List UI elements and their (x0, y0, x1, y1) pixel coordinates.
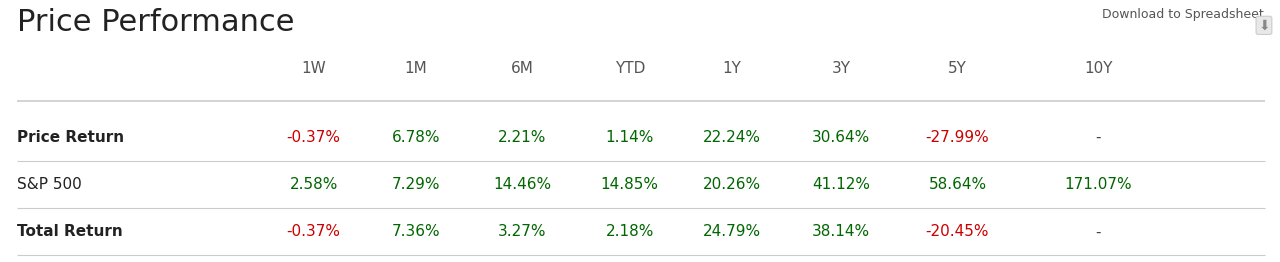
Text: -0.37%: -0.37% (287, 130, 340, 145)
Text: 10Y: 10Y (1084, 61, 1112, 76)
Text: 30.64%: 30.64% (812, 130, 870, 145)
Text: 6.78%: 6.78% (392, 130, 440, 145)
Text: -0.37%: -0.37% (287, 224, 340, 239)
Text: 58.64%: 58.64% (928, 177, 987, 192)
Text: S&P 500: S&P 500 (17, 177, 82, 192)
Text: 5Y: 5Y (948, 61, 966, 76)
Text: 1.14%: 1.14% (605, 130, 654, 145)
Text: 14.85%: 14.85% (600, 177, 659, 192)
Text: 6M: 6M (511, 61, 534, 76)
Text: Total Return: Total Return (17, 224, 123, 239)
Text: YTD: YTD (614, 61, 645, 76)
Text: 24.79%: 24.79% (703, 224, 762, 239)
Text: 14.46%: 14.46% (493, 177, 552, 192)
Text: 2.58%: 2.58% (289, 177, 338, 192)
Text: 7.29%: 7.29% (392, 177, 440, 192)
Text: Download to Spreadsheet: Download to Spreadsheet (1102, 8, 1263, 21)
Text: Price Return: Price Return (17, 130, 124, 145)
Text: -27.99%: -27.99% (925, 130, 989, 145)
Text: -: - (1096, 130, 1101, 145)
Text: 1W: 1W (301, 61, 326, 76)
Text: 2.18%: 2.18% (605, 224, 654, 239)
Text: 3Y: 3Y (832, 61, 850, 76)
Text: 38.14%: 38.14% (812, 224, 870, 239)
Text: 7.36%: 7.36% (392, 224, 440, 239)
Text: 1Y: 1Y (723, 61, 741, 76)
Text: -20.45%: -20.45% (925, 224, 989, 239)
Text: 2.21%: 2.21% (498, 130, 547, 145)
Text: -: - (1096, 224, 1101, 239)
Text: 3.27%: 3.27% (498, 224, 547, 239)
Text: 41.12%: 41.12% (812, 177, 870, 192)
Text: 22.24%: 22.24% (703, 130, 762, 145)
Text: ⬇: ⬇ (1258, 18, 1270, 32)
Text: 171.07%: 171.07% (1065, 177, 1132, 192)
Text: 20.26%: 20.26% (703, 177, 762, 192)
Text: Price Performance: Price Performance (17, 8, 294, 37)
Text: 1M: 1M (404, 61, 428, 76)
